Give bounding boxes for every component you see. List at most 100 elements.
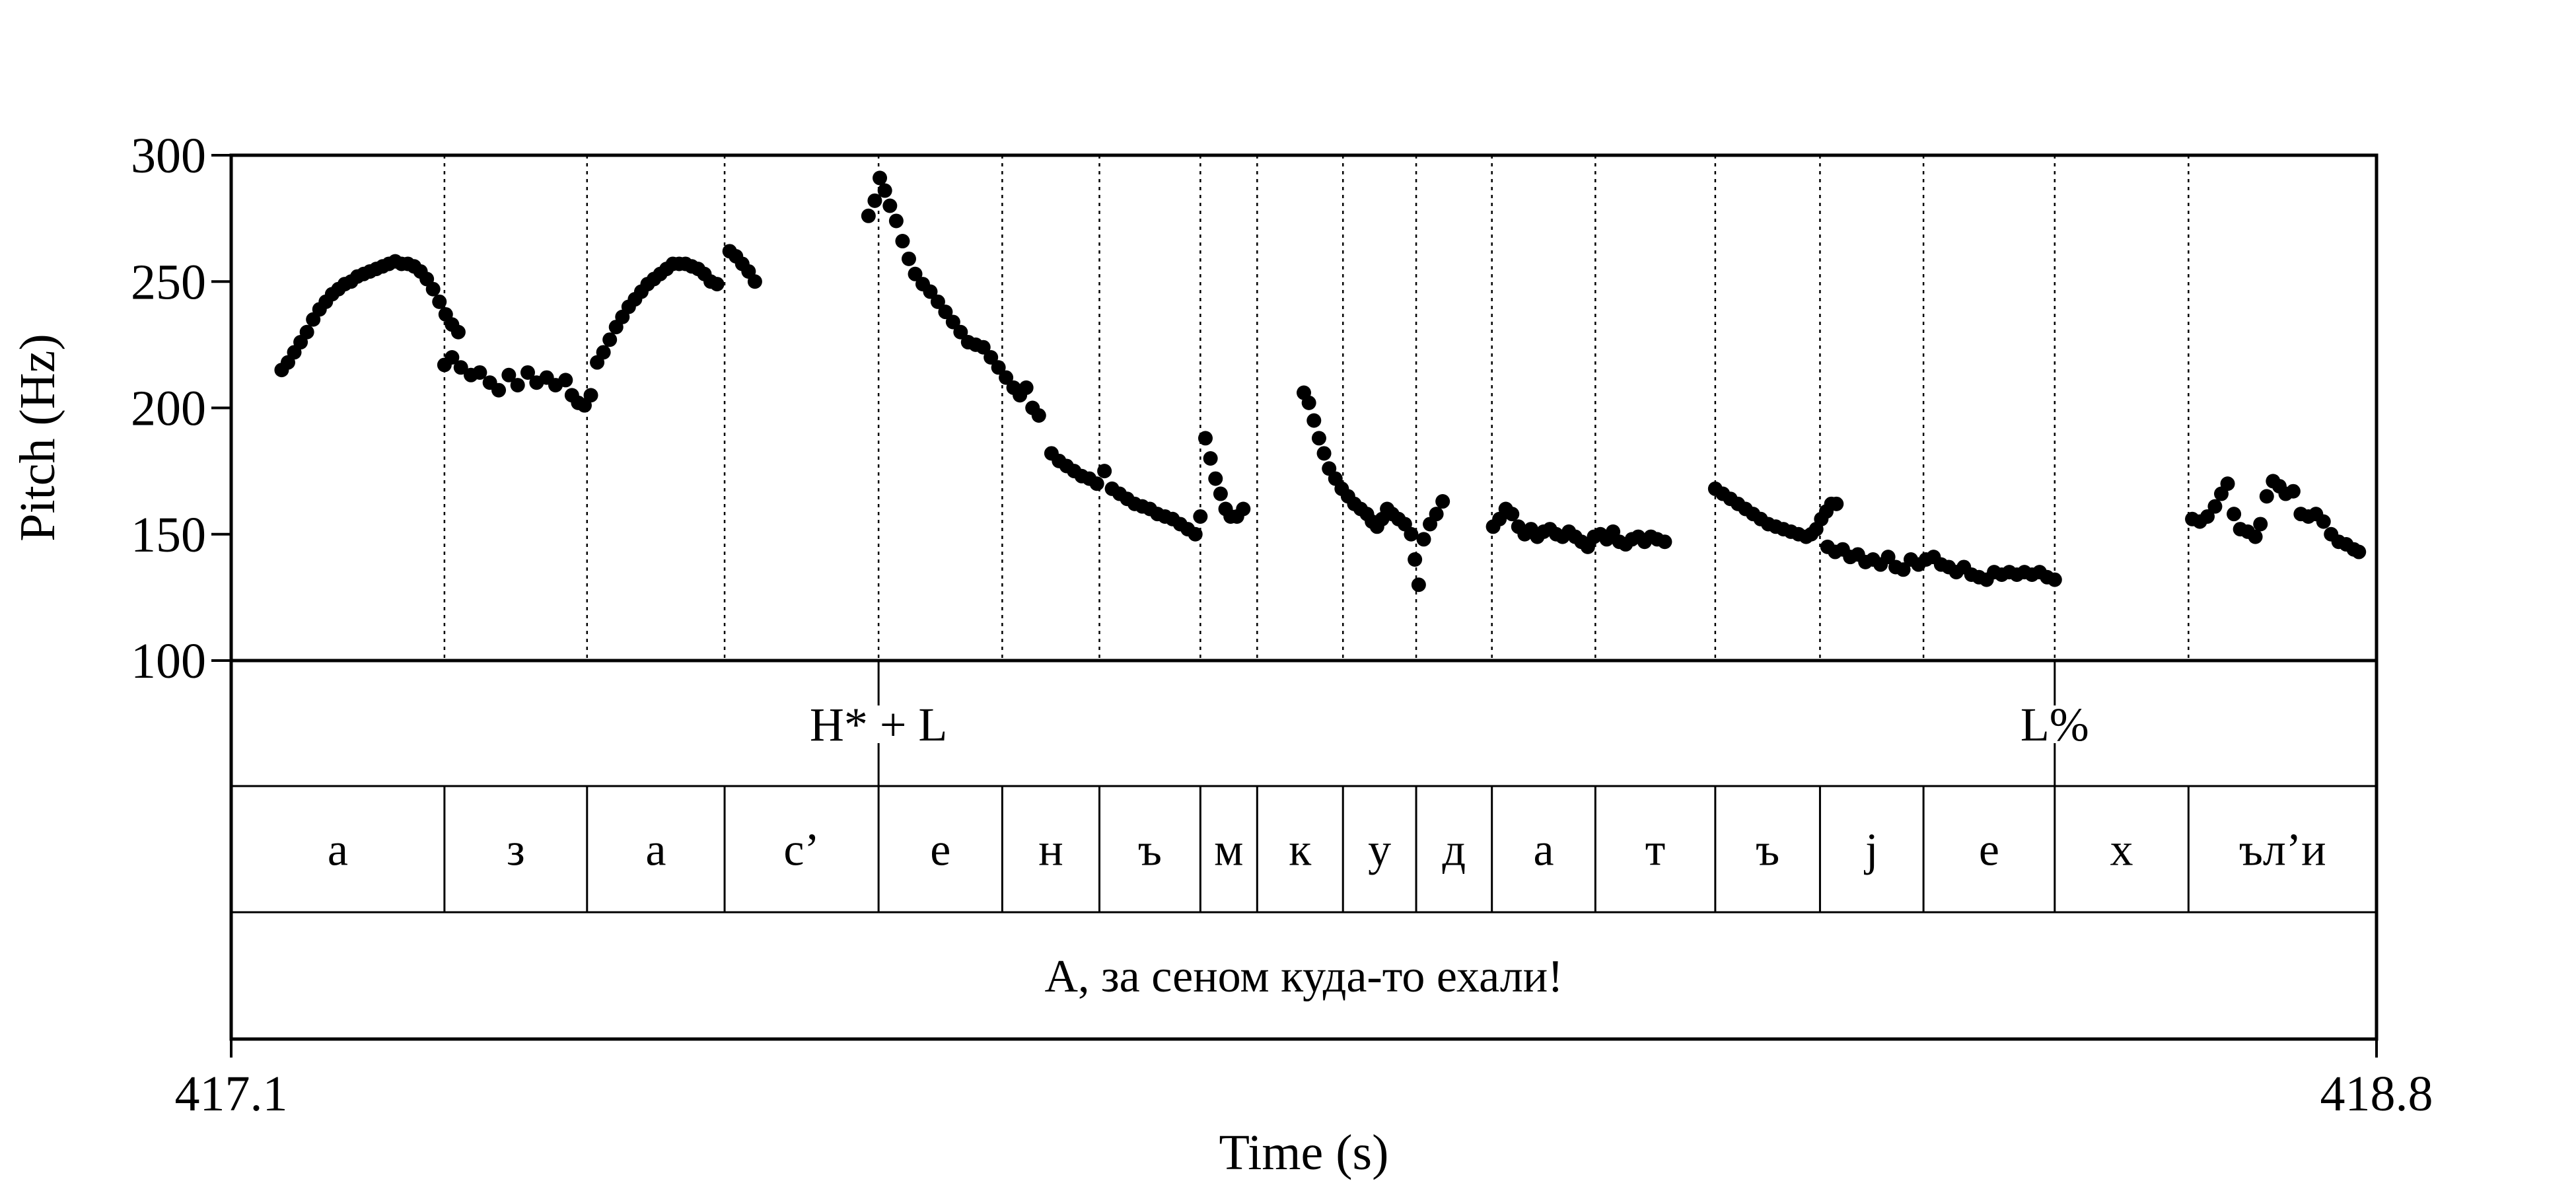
pitch-point xyxy=(1408,552,1423,567)
y-tick-label: 250 xyxy=(131,254,206,310)
pitch-points xyxy=(274,170,2367,593)
pitch-point xyxy=(1236,501,1251,517)
pitch-point xyxy=(999,370,1014,385)
y-axis-ticks: 100 150 200 250 300 xyxy=(131,128,231,689)
y-tick-label: 200 xyxy=(131,381,206,437)
pitch-point xyxy=(873,170,888,186)
pitch-point xyxy=(976,340,991,355)
segment-label: ъ xyxy=(1756,825,1779,876)
segment-label: с’ xyxy=(783,825,819,876)
pitch-point xyxy=(2207,499,2223,514)
pitch-point xyxy=(510,378,525,393)
pitch-point xyxy=(1208,471,1223,486)
pitch-point xyxy=(1429,507,1444,522)
tier-frames xyxy=(229,153,2379,1041)
pitch-point xyxy=(2200,509,2215,524)
pitch-point xyxy=(1198,431,1213,446)
pitch-point xyxy=(938,305,953,320)
pitch-point xyxy=(1657,534,1672,550)
segment-label: т xyxy=(1645,825,1666,876)
pitch-point xyxy=(747,274,762,289)
pitch-point xyxy=(491,382,507,398)
segment-label: ъ xyxy=(1138,825,1162,876)
pitch-point xyxy=(2248,529,2263,544)
pitch-point xyxy=(1193,509,1208,524)
segment-label: е xyxy=(930,825,950,876)
x-axis-title: Time (s) xyxy=(1219,1125,1389,1180)
pitch-point xyxy=(425,281,441,297)
tone-labels: H* + L L% xyxy=(810,698,2089,751)
x-tick-label: 417.1 xyxy=(175,1066,288,1122)
segment-label: j xyxy=(1863,825,1878,876)
pitch-point xyxy=(867,193,882,208)
y-tick-label: 150 xyxy=(131,507,206,563)
pitch-point xyxy=(1301,395,1316,410)
pitch-point xyxy=(2227,507,2242,522)
y-tick-label: 300 xyxy=(131,128,206,184)
pitch-point xyxy=(877,183,892,198)
pitch-point xyxy=(984,350,999,365)
pitch-point xyxy=(1829,496,1844,511)
pitch-point xyxy=(299,324,314,340)
pitch-point xyxy=(1404,526,1419,542)
pitch-point xyxy=(709,277,725,292)
segment-label: н xyxy=(1038,825,1063,876)
pitch-point xyxy=(450,324,466,340)
pitch-point xyxy=(945,314,960,330)
pitch-point xyxy=(1306,413,1322,428)
segment-label: а xyxy=(645,825,666,876)
pitch-point xyxy=(882,198,898,213)
pitch-point xyxy=(895,234,910,249)
segment-label: а xyxy=(328,825,348,876)
pitch-point xyxy=(558,373,573,388)
pitch-point xyxy=(1031,408,1046,423)
tone-label: H* + L xyxy=(810,698,948,751)
y-axis-title: Pitch (Hz) xyxy=(10,334,65,541)
segment-label: х xyxy=(2110,825,2133,876)
pitch-point xyxy=(2351,544,2367,559)
pitch-point xyxy=(1213,486,1228,501)
pitch-point xyxy=(453,360,468,375)
pitch-point xyxy=(1203,451,1218,466)
pitch-point xyxy=(596,345,611,360)
x-axis-ticks: 417.1 418.8 xyxy=(175,1039,2433,1122)
pitch-point xyxy=(472,365,487,380)
pitch-point xyxy=(1411,577,1426,593)
segment-label: д xyxy=(1443,825,1466,876)
sentence-label: А, за сеном куда-то ехали! xyxy=(1044,951,1563,1002)
pitch-point xyxy=(2253,517,2268,532)
pitch-point xyxy=(602,332,618,347)
pitch-point xyxy=(520,365,535,380)
pitch-point xyxy=(901,251,916,266)
tiers-frame xyxy=(229,659,2379,1041)
pitch-point xyxy=(2220,476,2235,491)
pitch-point xyxy=(445,350,460,365)
pitch-point xyxy=(1089,476,1104,491)
pitch-point xyxy=(1019,380,1034,395)
segment-label: к xyxy=(1289,825,1312,876)
pitch-point xyxy=(501,367,517,382)
pitch-point xyxy=(2316,514,2331,529)
segment-labels: а з а с’ е н ъ м к у д а т ъ j е х ъл’и xyxy=(328,825,2326,876)
pitch-point xyxy=(1097,464,1112,479)
pitch-point xyxy=(1416,532,1431,547)
segment-boundaries xyxy=(443,155,2190,912)
pitch-point xyxy=(2259,489,2274,504)
pitch-point xyxy=(1311,431,1326,446)
pitch-point xyxy=(1188,526,1203,542)
x-tick-label: 418.8 xyxy=(2320,1066,2433,1122)
pitch-point xyxy=(888,213,904,229)
pitch-point xyxy=(2047,572,2062,587)
pitch-point xyxy=(432,294,447,309)
pitch-point xyxy=(953,324,968,340)
pitch-point xyxy=(1505,507,1520,522)
pitch-point xyxy=(583,388,598,403)
pitch-point xyxy=(2285,484,2301,499)
y-tick-label: 100 xyxy=(131,633,206,689)
segment-label: з xyxy=(507,825,525,876)
segment-label: ъл’и xyxy=(2239,825,2326,876)
pitch-point xyxy=(1896,562,1911,577)
pitch-point xyxy=(1316,446,1332,461)
tone-label: L% xyxy=(2021,698,2089,751)
